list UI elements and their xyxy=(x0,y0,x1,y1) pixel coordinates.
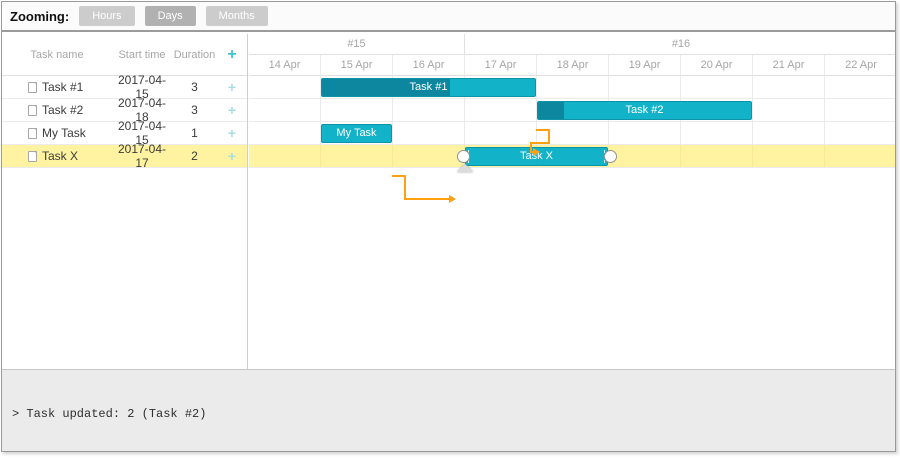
zoom-months-button[interactable]: Months xyxy=(205,6,268,26)
day-header: 15 Apr xyxy=(321,55,393,76)
progress-drag-handle[interactable] xyxy=(457,164,473,172)
gantt-container: Task name Start time Duration + Task #1 … xyxy=(2,34,895,369)
grid-row-task-x[interactable]: Task X 2017-04-17 2 + xyxy=(2,142,247,170)
week-header-15: #15 xyxy=(249,34,465,55)
link-handle-right[interactable] xyxy=(604,150,617,163)
week-header-16: #16 xyxy=(465,34,895,55)
add-task-button[interactable]: + xyxy=(227,45,237,63)
day-scale: 14 Apr 15 Apr 16 Apr 17 Apr 18 Apr 19 Ap… xyxy=(249,55,895,76)
task-bar-my-task[interactable]: My Task xyxy=(321,124,392,143)
task-duration: 3 xyxy=(191,103,198,117)
add-subtask-button[interactable]: + xyxy=(227,148,237,164)
add-subtask-button[interactable]: + xyxy=(227,125,237,141)
grid-header: Task name Start time Duration + xyxy=(2,34,247,76)
task-name: Task #2 xyxy=(42,103,84,117)
document-icon xyxy=(28,127,37,139)
timeline-area: #15 #16 14 Apr 15 Apr 16 Apr 17 Apr 18 A… xyxy=(249,34,895,369)
day-header: 19 Apr xyxy=(609,55,681,76)
day-header: 20 Apr xyxy=(681,55,753,76)
task-bar-label: Task #1 xyxy=(409,81,448,93)
column-header-start-time: Start time xyxy=(118,48,166,61)
day-header: 14 Apr xyxy=(249,55,321,76)
task-bar-label: Task X xyxy=(519,150,553,162)
task-name: Task X xyxy=(42,149,79,163)
task-progress-fill[interactable] xyxy=(322,79,450,96)
task-bar-task-x[interactable]: Task X xyxy=(457,147,617,172)
grid-row-my-task[interactable]: My Task 2017-04-15 1 + xyxy=(2,119,247,147)
zoom-toolbar: Zooming: Hours Days Months xyxy=(2,2,895,32)
column-header-task-name: Task name xyxy=(30,48,84,61)
document-icon xyxy=(28,150,37,162)
zoom-hours-button[interactable]: Hours xyxy=(79,6,135,26)
task-bar-label: Task #2 xyxy=(625,104,664,116)
day-header: 17 Apr xyxy=(465,55,537,76)
task-grid: Task name Start time Duration + Task #1 … xyxy=(2,34,248,369)
event-console: > Task updated: 2 (Task #2) > Link inser… xyxy=(2,369,895,451)
link-handle-left[interactable] xyxy=(457,150,470,163)
task-bar-label: My Task xyxy=(336,127,377,139)
column-header-duration: Duration xyxy=(173,48,216,61)
task-duration: 1 xyxy=(191,126,198,140)
task-bar-task-2[interactable]: Task #2 xyxy=(537,101,752,120)
link-mytask-taskx[interactable] xyxy=(392,175,450,200)
task-duration: 3 xyxy=(191,80,198,94)
task-duration: 2 xyxy=(191,149,198,163)
day-header: 22 Apr xyxy=(825,55,895,76)
timeline-rows: Task #1 Task #2 My Task Task X xyxy=(249,76,895,203)
link-arrow xyxy=(449,195,456,203)
add-subtask-button[interactable]: + xyxy=(227,102,237,118)
task-progress-fill[interactable] xyxy=(538,102,564,119)
document-icon xyxy=(28,104,37,116)
task-name: Task #1 xyxy=(42,80,84,94)
week-scale: #15 #16 xyxy=(249,34,895,55)
gantt-app-window: Zooming: Hours Days Months Task name Sta… xyxy=(1,1,896,452)
task-start-date: 2017-04-15 xyxy=(117,73,167,101)
add-subtask-button[interactable]: + xyxy=(227,79,237,95)
day-header: 18 Apr xyxy=(537,55,609,76)
console-line: > Task updated: 2 (Task #2) xyxy=(12,407,207,421)
task-start-date: 2017-04-15 xyxy=(117,119,167,147)
task-start-date: 2017-04-17 xyxy=(117,142,167,170)
grid-row-task-1[interactable]: Task #1 2017-04-15 3 + xyxy=(2,73,247,101)
day-header: 16 Apr xyxy=(393,55,465,76)
task-name: My Task xyxy=(42,126,86,140)
day-header: 21 Apr xyxy=(753,55,825,76)
zoom-days-button[interactable]: Days xyxy=(144,6,196,26)
zooming-label: Zooming: xyxy=(10,8,70,24)
task-bar-task-1[interactable]: Task #1 xyxy=(321,78,536,97)
task-start-date: 2017-04-18 xyxy=(117,96,167,124)
grid-row-task-2[interactable]: Task #2 2017-04-18 3 + xyxy=(2,96,247,124)
document-icon xyxy=(28,81,37,93)
